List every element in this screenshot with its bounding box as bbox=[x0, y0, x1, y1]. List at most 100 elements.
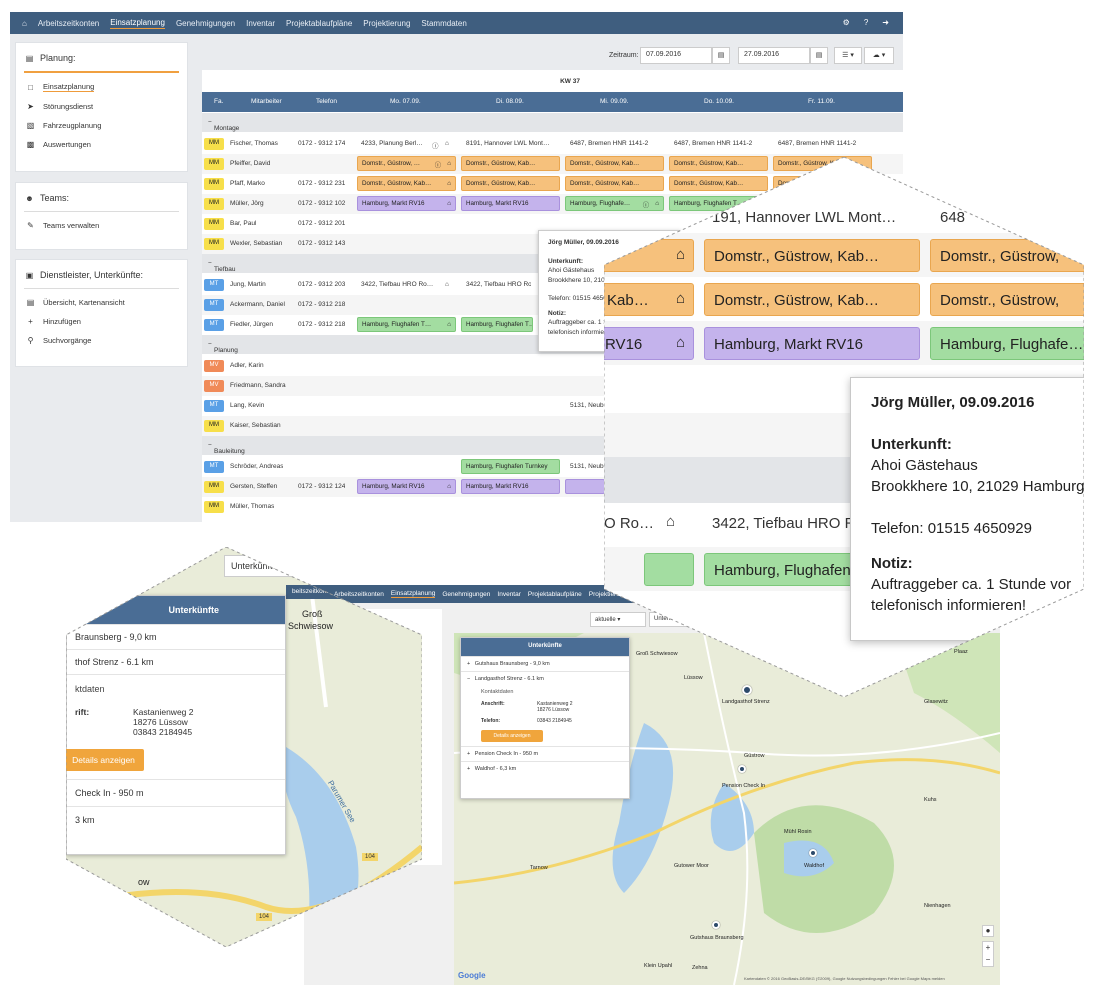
filter-select[interactable]: aktuelle ▾ bbox=[590, 612, 646, 627]
list-item[interactable]: thof Strenz - 6.1 km bbox=[67, 649, 285, 674]
zoom-control[interactable]: + − bbox=[982, 941, 994, 967]
nav-inventar[interactable]: Inventar bbox=[246, 18, 275, 28]
place-label: Gutshaus Braunsberg bbox=[690, 935, 744, 941]
event-text[interactable]: 6487, Bremen HNR 1141-2 bbox=[570, 140, 649, 147]
list-item[interactable]: Check In - 950 m bbox=[67, 779, 285, 806]
event-chip[interactable]: Hamburg, Flughafen T… bbox=[461, 317, 533, 332]
list-item[interactable]: + Pension Check In - 950 m bbox=[461, 746, 629, 761]
sidebar-item-hinzufuegen[interactable]: + Hinzufügen bbox=[16, 312, 187, 331]
fa-badge: MT bbox=[204, 319, 224, 331]
event-text[interactable]: 3422, Tiefbau HRO Ro… bbox=[361, 281, 434, 288]
event-chip[interactable]: Domstr., Güstrow, Kab… bbox=[669, 156, 768, 171]
employee-name: Bar, Paul bbox=[230, 220, 257, 227]
pegman-icon[interactable]: ● bbox=[982, 925, 994, 937]
event-chip[interactable]: Hamburg, Markt RV16 bbox=[704, 327, 920, 360]
date-from-input[interactable]: 07.09.2016 bbox=[640, 47, 712, 64]
event-chip[interactable]: Hamburg, Markt RV16 bbox=[461, 196, 560, 211]
hexagon-outline bbox=[66, 547, 422, 947]
list-menu-icon[interactable]: ☰ ▾ bbox=[834, 47, 862, 64]
event-chip[interactable]: Domstr., Güstrow, bbox=[930, 283, 1084, 316]
event-chip[interactable]: Hamburg, Flughafe… bbox=[930, 327, 1084, 360]
sidebar-item-stoerungsdienst[interactable]: ➤ Störungsdienst bbox=[16, 97, 187, 116]
event-chip[interactable]: Hamburg, Markt RV16 ⌂ bbox=[357, 479, 456, 494]
panel-teams: ☻ Teams: ✎ Teams verwalten bbox=[15, 182, 188, 250]
logout-icon[interactable]: ➜ bbox=[882, 18, 889, 27]
event-chip[interactable]: Hamburg, Flughafen Turnkey bbox=[461, 459, 560, 474]
nav-arbeitszeitkonten[interactable]: Arbeitszeitkonten bbox=[334, 590, 384, 598]
help-icon[interactable]: ? bbox=[863, 18, 869, 27]
nav-projektierung[interactable]: Projektierung bbox=[588, 590, 628, 598]
event-chip[interactable]: Domstr., Güstrow, Kab… ⌂ bbox=[357, 176, 456, 191]
nav-stammdaten[interactable]: Stammdaten bbox=[421, 18, 467, 28]
home-icon[interactable]: ⌂ bbox=[22, 18, 27, 28]
sidebar-item-einsatzplanung[interactable]: □ Einsatzplanung bbox=[16, 77, 187, 97]
sidebar-item-auswertungen[interactable]: ▩ Auswertungen bbox=[16, 135, 187, 154]
map-pin[interactable] bbox=[809, 849, 817, 857]
event-chip[interactable]: Domstr., Güstrow, Kab… bbox=[461, 176, 560, 191]
event-text[interactable]: O Ro… bbox=[604, 515, 655, 532]
event-text[interactable]: 6487, Bremen HNR 1141-2 bbox=[778, 140, 857, 147]
tooltip-unterkunft-name: Ahoi Gästehaus bbox=[548, 267, 595, 274]
sidebar-item-fahrzeugplanung[interactable]: ▧ Fahrzeugplanung bbox=[16, 116, 187, 135]
event-chip[interactable]: RV16 ⌂ bbox=[604, 327, 694, 360]
event-text[interactable]: 4233, Planung Berl… bbox=[361, 140, 423, 147]
nav-projektablaufplaene[interactable]: Projektablaufpläne bbox=[286, 18, 353, 28]
nav-projektierung[interactable]: Projektierung bbox=[363, 18, 411, 28]
event-text[interactable]: 6487, Bremen HNR 1141-2 bbox=[674, 140, 753, 147]
event-chip[interactable] bbox=[644, 553, 694, 586]
list-item[interactable]: 3 km bbox=[67, 806, 285, 833]
event-chip[interactable]: Hamburg, Flughafe… ⓘ ⌂ bbox=[565, 196, 664, 211]
fa-badge: MM bbox=[204, 218, 224, 230]
map-pin[interactable] bbox=[712, 921, 720, 929]
nav-genehmigungen[interactable]: Genehmigungen bbox=[442, 590, 491, 598]
event-text[interactable]: 5131, Neub bbox=[570, 402, 604, 409]
map-view[interactable]: Landgasthof Strenz Pension Check In Wald… bbox=[454, 633, 1000, 985]
event-chip[interactable]: Domstr., Güstrow, Kab… bbox=[461, 156, 560, 171]
details-button[interactable]: Details anzeigen bbox=[481, 730, 543, 742]
event-chip[interactable]: Domstr., Güstrow, Kab… bbox=[565, 176, 664, 191]
group-montage[interactable]: − Montage bbox=[202, 113, 903, 132]
event-chip[interactable]: Hamburg, Markt RV16 ⌂ bbox=[357, 196, 456, 211]
nav-projektablaufplaene[interactable]: Projektablaufpläne bbox=[527, 590, 582, 598]
event-chip[interactable]: Domstr., Güstrow, … ⓘ ⌂ bbox=[357, 156, 456, 171]
cloud-menu-icon[interactable]: ☁ ▾ bbox=[864, 47, 894, 64]
event-text[interactable]: 8191, Hannover LWL Mont… bbox=[466, 140, 550, 147]
event-chip[interactable]: Domstr., Güstrow, Kab… bbox=[565, 156, 664, 171]
event-chip[interactable]: Hamburg, Flughafen bbox=[704, 553, 920, 586]
nav-einsatzplanung[interactable]: Einsatzplanung bbox=[110, 17, 165, 29]
event-chip[interactable]: Hamburg, Flughafen T… ⌂ bbox=[357, 317, 456, 332]
calendar-icon[interactable]: ▤ bbox=[810, 47, 828, 64]
event-text[interactable]: 5131, Neub bbox=[570, 463, 604, 470]
employee-name: Müller, Jörg bbox=[230, 200, 264, 207]
list-item[interactable]: + Gutshaus Braunsberg - 9,0 km bbox=[461, 656, 629, 671]
nav-genehmigungen[interactable]: Genehmigungen bbox=[175, 18, 236, 28]
event-text[interactable]: 3422, Tiefbau HRO Ro… bbox=[712, 515, 879, 532]
group-label: − Montage bbox=[208, 119, 240, 132]
list-item[interactable]: + Waldhof - 6,3 km bbox=[461, 761, 629, 776]
event-chip[interactable]: Domstr., Güstrow, Kab… bbox=[704, 283, 920, 316]
place-label: Groß bbox=[302, 609, 323, 619]
list-item[interactable]: Braunsberg - 9,0 km bbox=[67, 624, 285, 649]
sidebar-item-suchvorgaenge[interactable]: ⚲ Suchvorgänge bbox=[16, 331, 187, 350]
nav-inventar[interactable]: Inventar bbox=[497, 590, 521, 598]
gear-icon[interactable]: ⚙ bbox=[842, 18, 850, 27]
sidebar-item-teams-verwalten[interactable]: ✎ Teams verwalten bbox=[16, 216, 187, 235]
event-text[interactable]: 3422, Tiefbau HRO Ro… bbox=[466, 281, 531, 288]
event-chip[interactable]: Domstr., Güstrow, Kab… bbox=[704, 239, 920, 272]
map-pin[interactable] bbox=[738, 765, 746, 773]
sidebar-item-label: Suchvorgänge bbox=[43, 336, 92, 345]
event-chip[interactable] bbox=[565, 479, 605, 494]
calendar-icon[interactable]: ▤ bbox=[712, 47, 730, 64]
map-pin[interactable] bbox=[742, 685, 752, 695]
sidebar-item-uebersicht[interactable]: ▤ Übersicht, Kartenansicht bbox=[16, 293, 187, 312]
event-chip[interactable]: Kab… ⌂ bbox=[604, 283, 694, 316]
date-to-input[interactable]: 27.09.2016 bbox=[738, 47, 810, 64]
list-item[interactable]: − Landgasthof Strenz - 6.1 km bbox=[461, 671, 629, 686]
event-text[interactable]: 191, Hannover LWL Mont… bbox=[712, 209, 897, 226]
event-text[interactable]: 648 bbox=[940, 209, 966, 226]
nav-arbeitszeitkonten[interactable]: Arbeitszeitkonten bbox=[37, 18, 100, 28]
details-button[interactable]: Details anzeigen bbox=[66, 749, 144, 771]
event-chip[interactable]: Hamburg, Markt RV16 bbox=[461, 479, 560, 494]
event-chip[interactable]: Domstr., Güstrow, Kab… bbox=[669, 176, 768, 191]
nav-einsatzplanung[interactable]: Einsatzplanung bbox=[390, 590, 436, 598]
